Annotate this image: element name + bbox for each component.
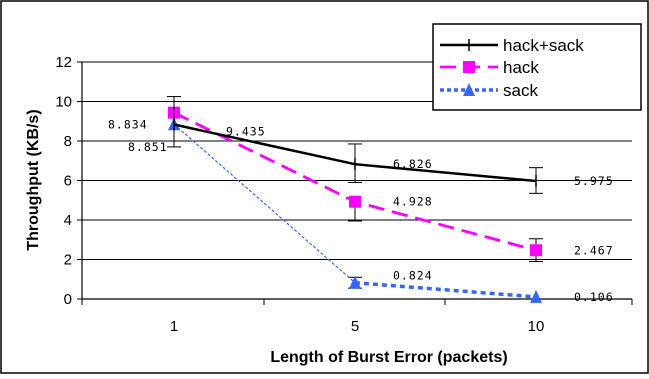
data-point bbox=[349, 195, 361, 208]
data-label: 9.435 bbox=[226, 125, 266, 139]
legend-item-hack-sack: hack+sack bbox=[440, 36, 584, 55]
y-tick-label: 2 bbox=[64, 252, 72, 269]
data-point bbox=[530, 289, 542, 303]
axes: 0 2 4 6 8 10 12 1 5 10 bbox=[55, 54, 633, 335]
legend-marker bbox=[463, 61, 475, 73]
x-tick-label: 1 bbox=[170, 318, 178, 335]
data-label: 4.928 bbox=[393, 195, 433, 209]
data-label: 6.826 bbox=[393, 157, 433, 171]
series-hack bbox=[168, 106, 543, 262]
data-label: 5.975 bbox=[574, 174, 614, 188]
y-tick-label: 0 bbox=[64, 291, 72, 308]
series-line bbox=[354, 280, 537, 299]
y-tick-label: 8 bbox=[64, 133, 72, 150]
series-hack-sack bbox=[167, 96, 543, 194]
y-tick-label: 4 bbox=[64, 212, 72, 229]
data-label: 2.467 bbox=[574, 243, 614, 257]
data-label: 8.834 bbox=[108, 118, 148, 132]
series bbox=[167, 96, 543, 303]
data-point bbox=[530, 244, 542, 257]
data-label: 0.824 bbox=[393, 269, 433, 283]
legend-label: hack+sack bbox=[503, 36, 584, 55]
legend-item-sack: sack bbox=[440, 81, 538, 100]
series-line bbox=[173, 123, 356, 284]
data-labels: 8.834 6.826 5.975 9.435 4.928 2.467 8.851 0.824… bbox=[108, 118, 614, 304]
x-tick-label: 10 bbox=[528, 318, 545, 335]
x-axis-title: Length of Burst Error (packets) bbox=[270, 349, 507, 366]
y-axis-title: Throughput (KB/s) bbox=[25, 109, 42, 250]
legend-item-hack: hack bbox=[440, 58, 539, 77]
data-label: 0.106 bbox=[574, 290, 614, 304]
x-tick-label: 5 bbox=[351, 318, 359, 335]
y-tick-label: 12 bbox=[55, 54, 72, 71]
legend-label: sack bbox=[503, 81, 538, 100]
legend-label: hack bbox=[503, 58, 539, 77]
y-tick-label: 10 bbox=[55, 94, 72, 111]
y-tick-label: 6 bbox=[64, 173, 72, 190]
data-point bbox=[349, 275, 361, 289]
legend-marker bbox=[463, 83, 475, 96]
data-label: 8.851 bbox=[128, 140, 168, 154]
legend: hack+sack hack sack bbox=[432, 23, 642, 111]
